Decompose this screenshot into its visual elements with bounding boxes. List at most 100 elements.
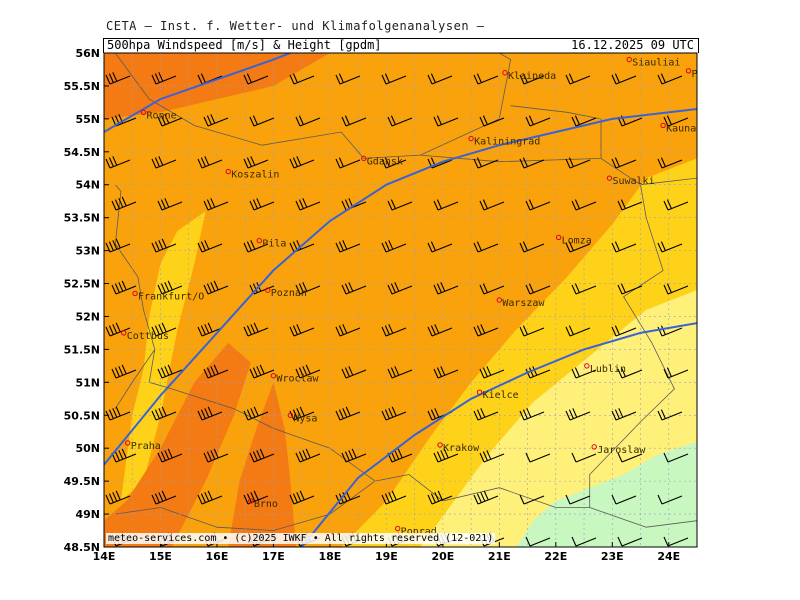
- city-marker: [132, 290, 138, 297]
- wind-barb: [341, 198, 367, 211]
- wind-barb: [473, 324, 499, 337]
- wind-barb: [249, 198, 275, 211]
- wind-barb: [157, 280, 183, 295]
- wind-barb: [571, 283, 597, 295]
- wind-barb: [657, 73, 683, 85]
- lat-tick-label: 50N: [75, 442, 100, 455]
- wind-barb: [519, 241, 545, 253]
- wind-barb: [243, 490, 269, 505]
- wind-barb: [243, 240, 269, 253]
- copyright-credit: meteo-services.com • (c)2025 IWKF • All …: [106, 533, 496, 544]
- wind-barb: [249, 115, 275, 127]
- wind-barb: [341, 448, 367, 463]
- lon-tick-label: 20E: [431, 550, 454, 563]
- wind-barb: [289, 324, 315, 337]
- wind-barb: [203, 198, 229, 211]
- wind-barb: [525, 115, 551, 127]
- wind-barb: [657, 494, 683, 505]
- lat-tick-label: 49N: [75, 508, 100, 521]
- wind-barb: [617, 199, 643, 211]
- city-label: Suwalki: [612, 176, 654, 187]
- city-label: Nysa: [293, 413, 317, 424]
- height-contour: [104, 53, 291, 133]
- wind-barb: [243, 156, 269, 169]
- wind-barb: [151, 490, 177, 505]
- wind-barb: [111, 280, 137, 295]
- wind-barb: [663, 199, 689, 211]
- wind-barb: [479, 450, 505, 463]
- city-label: Panevezys: [692, 69, 746, 80]
- lat-tick-label: 48.5N: [64, 541, 100, 554]
- wind-barb: [565, 73, 591, 85]
- wind-barb: [479, 283, 505, 295]
- map-title: 500hpa Windspeed [m/s] & Height [gpdm]: [107, 38, 382, 52]
- wind-barb: [249, 364, 275, 379]
- lat-tick-label: 52.5N: [64, 278, 100, 291]
- city-label: Wroclaw: [276, 374, 319, 385]
- wind-barb: [611, 325, 637, 337]
- wind-barb: [295, 198, 321, 211]
- lat-tick-label: 50.5N: [64, 409, 100, 422]
- lon-tick-label: 24E: [657, 550, 680, 563]
- wind-barb: [427, 490, 453, 505]
- wind-barb: [381, 324, 407, 337]
- city-markers: Ronne Koszalin Gdansk Kaliningrad Klaipeda Si…: [121, 56, 746, 538]
- lon-tick-label: 16E: [206, 550, 229, 563]
- city-marker: [685, 68, 692, 74]
- lat-tick-label: 55.5N: [64, 80, 100, 93]
- city-label: Lublin: [590, 364, 626, 375]
- wind-barb: [381, 240, 407, 253]
- wind-barb: [611, 73, 637, 85]
- city-label: Gdansk: [367, 156, 403, 167]
- city-label: Cottbus: [127, 331, 169, 342]
- lat-tick-label: 52N: [75, 310, 100, 323]
- city-label: Lomza: [562, 235, 592, 246]
- wind-barb: [565, 241, 591, 253]
- wind-barb: [433, 448, 459, 463]
- border-line: [640, 177, 697, 186]
- border-line: [114, 184, 556, 508]
- wind-barb: [617, 283, 643, 295]
- wind-barb: [105, 322, 131, 337]
- city-label: Kielce: [483, 390, 519, 401]
- wind-barb: [387, 115, 413, 127]
- wind-barb: [525, 366, 551, 379]
- wind-barb: [663, 115, 689, 127]
- city-marker: [584, 363, 590, 369]
- wind-barb: [565, 157, 591, 169]
- wind-barb: [387, 199, 413, 211]
- wind-barb: [203, 280, 229, 295]
- wind-barb: [657, 241, 683, 253]
- city-marker: [660, 122, 666, 129]
- wind-barb: [105, 156, 131, 169]
- wind-barb: [105, 238, 131, 253]
- city-label: Praha: [131, 441, 161, 452]
- wind-barb: [571, 115, 597, 127]
- field-region-dark_orange: [104, 342, 251, 547]
- wind-barbs: [105, 72, 689, 547]
- wind-barb: [157, 114, 183, 127]
- wind-barb: [335, 324, 361, 337]
- wind-barb: [479, 199, 505, 211]
- lat-tick-label: 55N: [75, 113, 100, 126]
- wind-barb: [381, 157, 407, 169]
- wind-barb: [663, 283, 689, 295]
- city-marker: [468, 135, 474, 142]
- city-marker: [225, 168, 231, 175]
- wind-barb: [427, 73, 453, 85]
- city-label: Poznan: [271, 288, 307, 299]
- city-label: Klaipeda: [508, 71, 556, 82]
- lon-tick-label: 19E: [375, 550, 398, 563]
- city-marker: [476, 389, 483, 395]
- wind-barb: [203, 114, 229, 127]
- wind-barb: [387, 366, 413, 379]
- wind-barb: [335, 406, 361, 421]
- lon-tick-label: 14E: [93, 550, 116, 563]
- lon-tick-label: 18E: [318, 550, 341, 563]
- wind-barb: [157, 364, 183, 379]
- wind-barb: [473, 408, 499, 421]
- lon-tick-label: 22E: [544, 550, 567, 563]
- wind-barb: [617, 367, 643, 379]
- wind-barb: [433, 366, 459, 379]
- city-marker: [591, 444, 597, 450]
